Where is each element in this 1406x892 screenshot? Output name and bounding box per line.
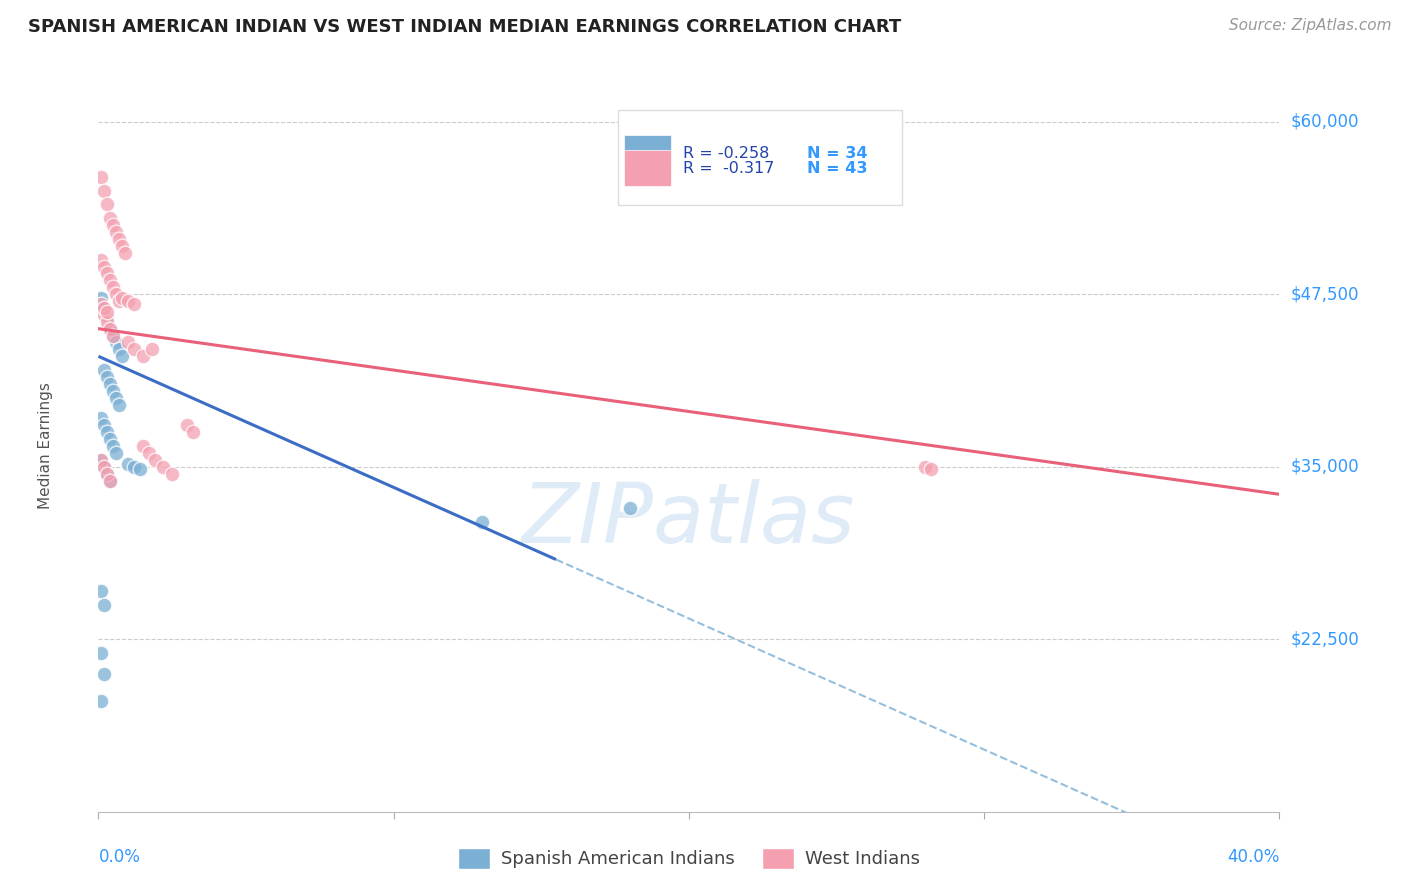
Point <box>103 280 125 294</box>
Point <box>90 297 112 311</box>
Point <box>98 432 121 446</box>
Point <box>122 297 145 311</box>
Point <box>93 308 115 322</box>
Point <box>114 245 136 260</box>
Point <box>117 294 139 309</box>
Point <box>117 335 139 350</box>
Point <box>108 343 131 357</box>
Point <box>105 225 128 239</box>
Text: $60,000: $60,000 <box>1291 112 1360 131</box>
Point <box>132 439 155 453</box>
Point <box>108 232 131 246</box>
Point <box>93 666 115 681</box>
Point <box>105 391 128 405</box>
Point <box>103 439 125 453</box>
Point <box>98 376 121 391</box>
Point <box>103 328 125 343</box>
Point <box>98 321 121 335</box>
Text: R = -0.258: R = -0.258 <box>683 146 769 161</box>
Point <box>98 321 121 335</box>
Point <box>93 301 115 315</box>
Point <box>90 452 112 467</box>
Point <box>96 310 118 325</box>
Point <box>105 335 128 350</box>
Point <box>93 363 115 377</box>
Point <box>162 467 183 481</box>
Point <box>111 239 134 253</box>
Text: N = 43: N = 43 <box>807 161 868 176</box>
Point <box>98 474 121 488</box>
Point <box>96 197 118 211</box>
Point <box>143 452 166 467</box>
Text: $22,500: $22,500 <box>1291 631 1360 648</box>
Text: SPANISH AMERICAN INDIAN VS WEST INDIAN MEDIAN EARNINGS CORRELATION CHART: SPANISH AMERICAN INDIAN VS WEST INDIAN M… <box>28 18 901 36</box>
Text: N = 34: N = 34 <box>807 146 868 161</box>
Point <box>138 446 160 460</box>
Point <box>98 211 121 226</box>
Point <box>93 260 115 274</box>
Point <box>914 459 936 474</box>
Point <box>181 425 204 440</box>
Point <box>93 184 115 198</box>
Point <box>96 467 118 481</box>
Text: Median Earnings: Median Earnings <box>38 383 53 509</box>
Point <box>90 694 112 708</box>
FancyBboxPatch shape <box>624 136 671 172</box>
Point <box>90 169 112 184</box>
Text: $35,000: $35,000 <box>1291 458 1360 475</box>
Point <box>90 583 112 598</box>
Point <box>90 452 112 467</box>
Point <box>90 411 112 425</box>
Point <box>93 459 115 474</box>
Point <box>90 252 112 267</box>
Point <box>122 459 145 474</box>
Point <box>117 457 139 471</box>
Point <box>103 218 125 232</box>
Point <box>93 459 115 474</box>
Text: R =  -0.317: R = -0.317 <box>683 161 775 176</box>
Text: 0.0%: 0.0% <box>98 848 141 866</box>
Point <box>96 370 118 384</box>
Point <box>96 267 118 281</box>
Point <box>108 294 131 309</box>
Text: $47,500: $47,500 <box>1291 285 1360 303</box>
Point <box>176 418 198 433</box>
Point <box>96 467 118 481</box>
Point <box>108 398 131 412</box>
Text: 40.0%: 40.0% <box>1227 848 1279 866</box>
Point <box>152 459 174 474</box>
Point <box>98 474 121 488</box>
Point <box>105 446 128 460</box>
Point <box>90 646 112 660</box>
Legend: Spanish American Indians, West Indians: Spanish American Indians, West Indians <box>450 840 928 876</box>
Point <box>96 305 118 319</box>
FancyBboxPatch shape <box>624 150 671 186</box>
Point <box>132 349 155 363</box>
Point <box>96 315 118 329</box>
Point <box>96 425 118 440</box>
Point <box>128 462 150 476</box>
Point <box>141 343 163 357</box>
Point <box>103 384 125 398</box>
Point <box>103 328 125 343</box>
Point <box>93 418 115 433</box>
Text: Source: ZipAtlas.com: Source: ZipAtlas.com <box>1229 18 1392 33</box>
Point <box>471 515 494 529</box>
FancyBboxPatch shape <box>619 110 901 204</box>
Point <box>105 287 128 301</box>
Point <box>93 301 115 315</box>
Point <box>98 273 121 287</box>
Point <box>111 349 134 363</box>
Text: ZIPatlas: ZIPatlas <box>522 479 856 559</box>
Point <box>111 291 134 305</box>
Point <box>122 343 145 357</box>
Point <box>920 462 942 476</box>
Point <box>90 291 112 305</box>
Point <box>619 501 641 516</box>
Point <box>93 598 115 612</box>
